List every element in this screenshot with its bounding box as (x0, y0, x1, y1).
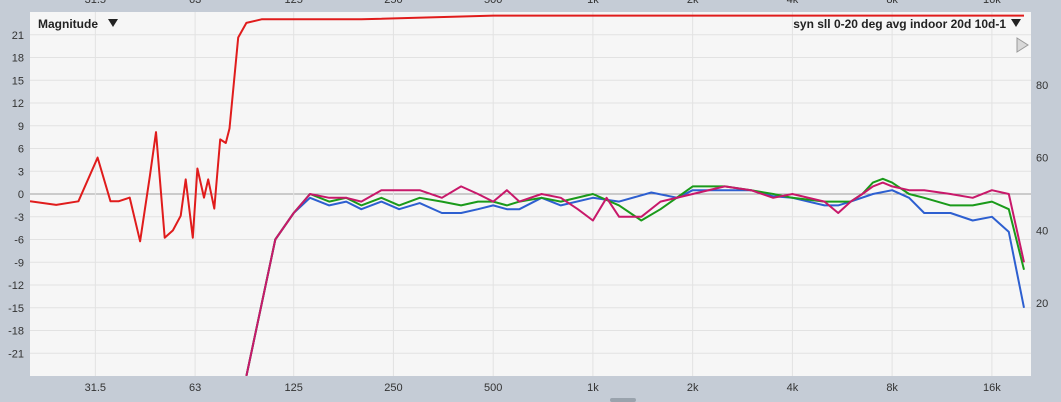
title-dropdown-icon[interactable] (108, 19, 118, 27)
right-axis-tick-label: 60 (1036, 153, 1048, 165)
series-line-4 (245, 181, 1025, 376)
x-tick-label: 2k (687, 382, 699, 394)
y-tick-label: 0 (18, 189, 24, 201)
right-axis-tick-label: 20 (1036, 298, 1048, 310)
y-tick-label: 15 (12, 75, 24, 87)
y-tick-label: 18 (12, 53, 24, 65)
top-axis-ticks: 31.5 63 125 250 500 1k 2k 4k 8k 16k (85, 0, 1002, 6)
y-tick-label: -12 (8, 280, 24, 292)
y-tick-label: -3 (14, 212, 24, 224)
top-x-tick-label: 63 (189, 0, 201, 6)
legend-dropdown-icon[interactable] (1011, 19, 1021, 27)
right-axis-tick-label: 40 (1036, 225, 1048, 237)
series-lines (30, 14, 1025, 376)
x-tick-label: 31.5 (85, 382, 106, 394)
top-x-tick-label: 2k (687, 0, 699, 6)
y-tick-label: 3 (18, 166, 24, 178)
top-x-tick-label: 16k (983, 0, 1001, 6)
top-x-tick-label: 31.5 (85, 0, 106, 6)
y-tick-label: -6 (14, 235, 24, 247)
y-tick-label: -9 (14, 257, 24, 269)
top-x-tick-label: 125 (285, 0, 303, 6)
legend-label[interactable]: syn sll 0-20 deg avg indoor 20d 10d-1 (793, 17, 1006, 31)
y-tick-label: -15 (8, 303, 24, 315)
x-tick-label: 1k (587, 382, 599, 394)
right-axis-handle-icon[interactable] (1016, 37, 1029, 53)
top-x-tick-label: 1k (587, 0, 599, 6)
y-tick-label: -18 (8, 326, 24, 338)
x-tick-label: 125 (285, 382, 303, 394)
x-tick-label: 8k (886, 382, 898, 394)
grid (30, 12, 1031, 376)
y-tick-label: 9 (18, 121, 24, 133)
right-axis-tick-label: 80 (1036, 80, 1048, 92)
x-tick-label: 250 (384, 382, 402, 394)
y-tick-label: -21 (8, 348, 24, 360)
series-line-2 (245, 189, 1025, 376)
top-x-tick-label: 500 (484, 0, 502, 6)
x-tick-label: 63 (189, 382, 201, 394)
horizontal-scroll-thumb[interactable] (610, 398, 636, 402)
x-tick-label: 500 (484, 382, 502, 394)
top-x-tick-label: 250 (384, 0, 402, 6)
y-tick-label: 21 (12, 30, 24, 42)
top-x-tick-label: 4k (787, 0, 799, 6)
top-axis-strip (30, 0, 1031, 12)
series-line-3 (245, 177, 1025, 376)
x-tick-label: 16k (983, 382, 1001, 394)
top-x-tick-label: 8k (886, 0, 898, 6)
x-tick-label: 4k (787, 382, 799, 394)
series-line-1 (30, 14, 1024, 243)
y-tick-label: 12 (12, 98, 24, 110)
y-tick-label: 6 (18, 144, 24, 156)
chart-title[interactable]: Magnitude (38, 17, 98, 31)
